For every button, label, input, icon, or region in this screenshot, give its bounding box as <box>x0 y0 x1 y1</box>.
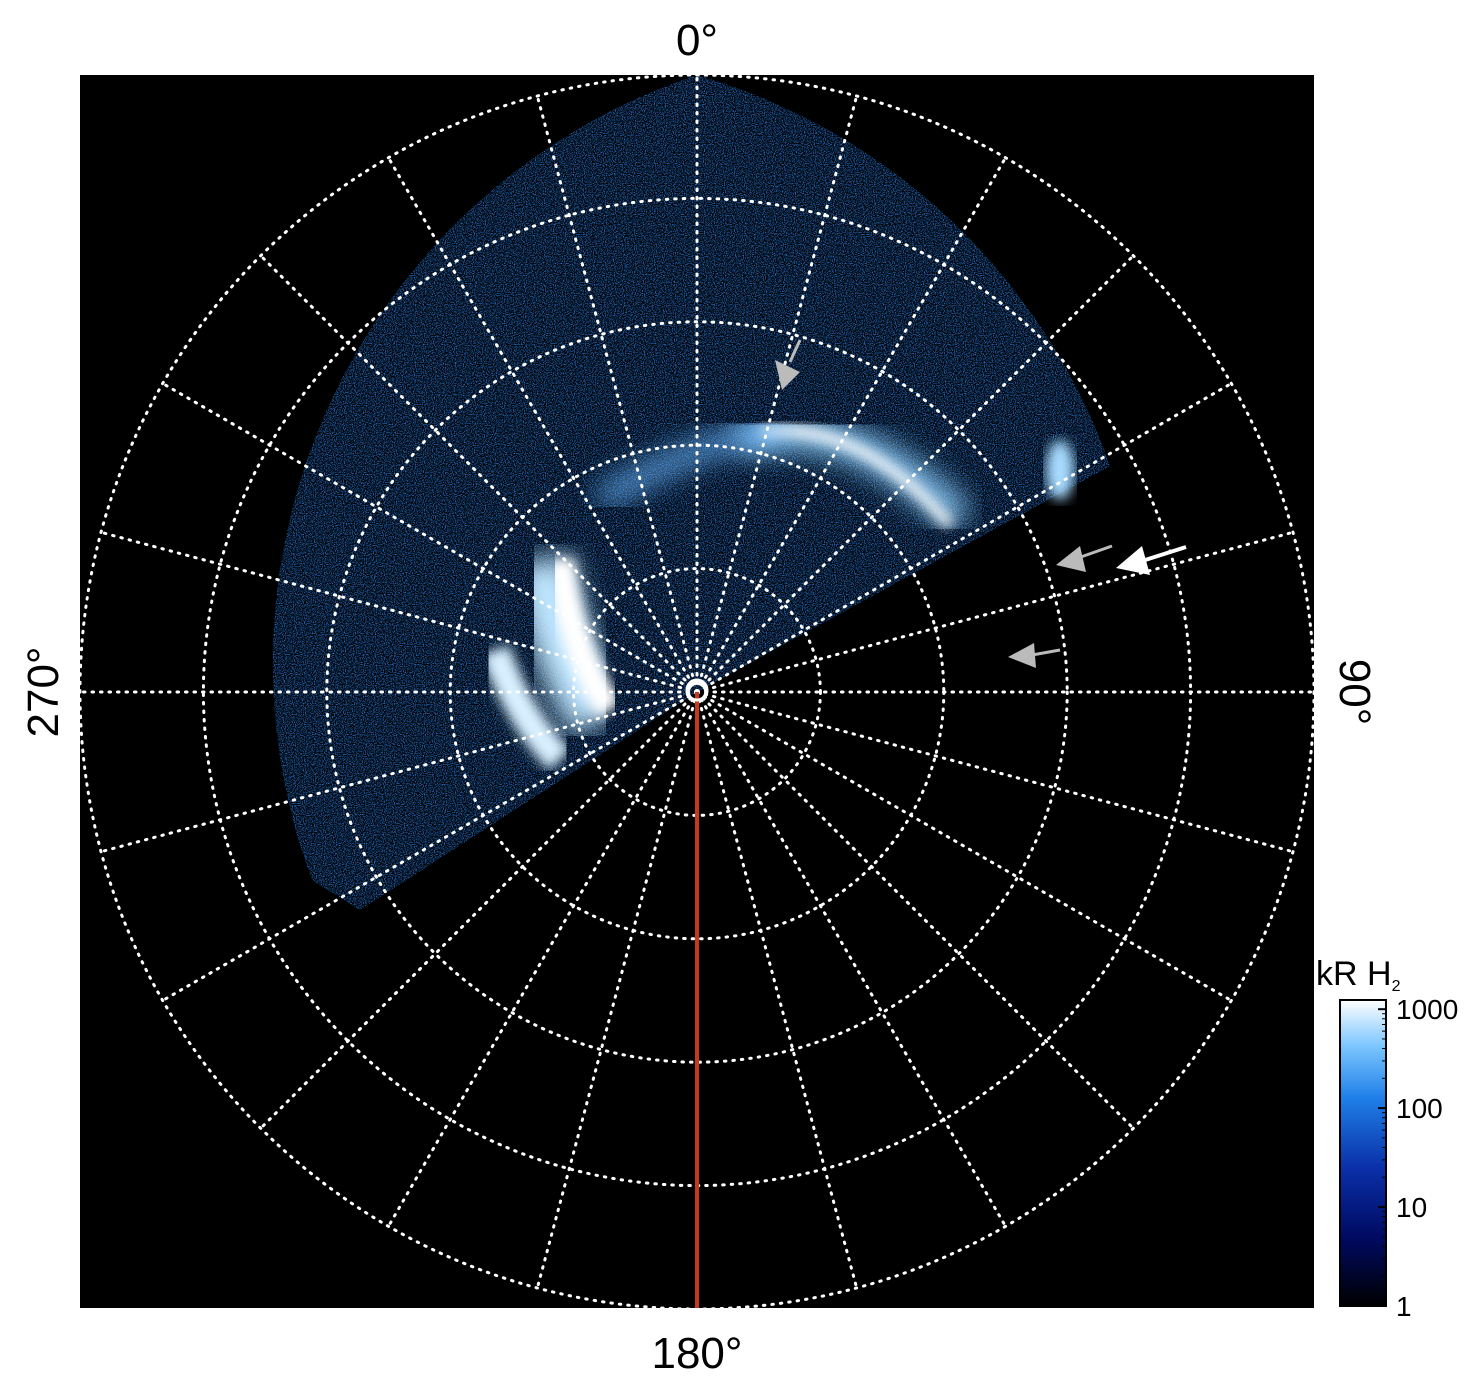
colorbar-ticks: 1000 100 10 1 <box>1378 994 1458 1322</box>
label-0-deg: 0° <box>676 16 718 65</box>
grid-meridian <box>695 156 1007 694</box>
colorbar-gradient <box>1339 999 1387 1307</box>
grid-ring <box>325 320 1069 1064</box>
grid-meridian <box>387 690 699 1228</box>
grid-meridian <box>99 530 699 694</box>
colorbar-tick-label: 1000 <box>1396 994 1458 1025</box>
grid-meridian <box>259 254 699 694</box>
colorbar-title: kR H2 <box>1316 955 1401 995</box>
colorbar-title-main: kR H <box>1316 955 1392 993</box>
colorbar-tick-label: 100 <box>1396 1093 1443 1124</box>
colorbar-title-subscript: 2 <box>1392 978 1401 995</box>
grid-meridian <box>695 690 1135 1130</box>
grid-meridian <box>695 690 859 1290</box>
colorbar: kR H2 1000 100 10 1 <box>1316 955 1458 1322</box>
white-arrow <box>1116 545 1187 575</box>
pole-marker <box>685 678 709 702</box>
grid-meridian <box>535 690 699 1290</box>
grid-meridian <box>161 690 699 1002</box>
colorbar-tick-label: 10 <box>1396 1192 1427 1223</box>
feature-arrows <box>775 339 1187 668</box>
grid-meridian <box>695 690 1295 854</box>
grid-meridian <box>99 690 699 854</box>
polar-grid <box>80 75 1314 1308</box>
label-180-deg: 180° <box>651 1329 742 1378</box>
grid-meridian <box>387 156 699 694</box>
grid-meridian <box>695 254 1135 694</box>
grid-meridian <box>695 690 1233 1002</box>
grid-meridian <box>695 94 859 694</box>
aurora-emission-map <box>272 75 1110 910</box>
auroral-oval <box>480 416 1074 771</box>
grid-meridian <box>259 690 699 1130</box>
grey-arrow-top <box>775 339 802 390</box>
label-90-deg: 90° <box>1330 659 1379 726</box>
colorbar-tick-label: 1 <box>1396 1291 1412 1322</box>
grid-ring <box>572 567 822 817</box>
grid-meridian <box>535 94 699 694</box>
grey-arrow-middle <box>1056 544 1113 572</box>
grid-meridian <box>695 530 1295 694</box>
grid-meridian <box>161 382 699 694</box>
label-270-deg: 270° <box>19 646 68 737</box>
grid-meridian <box>695 690 1007 1228</box>
grid-meridian <box>695 382 1233 694</box>
grey-arrow-low <box>1008 643 1061 668</box>
